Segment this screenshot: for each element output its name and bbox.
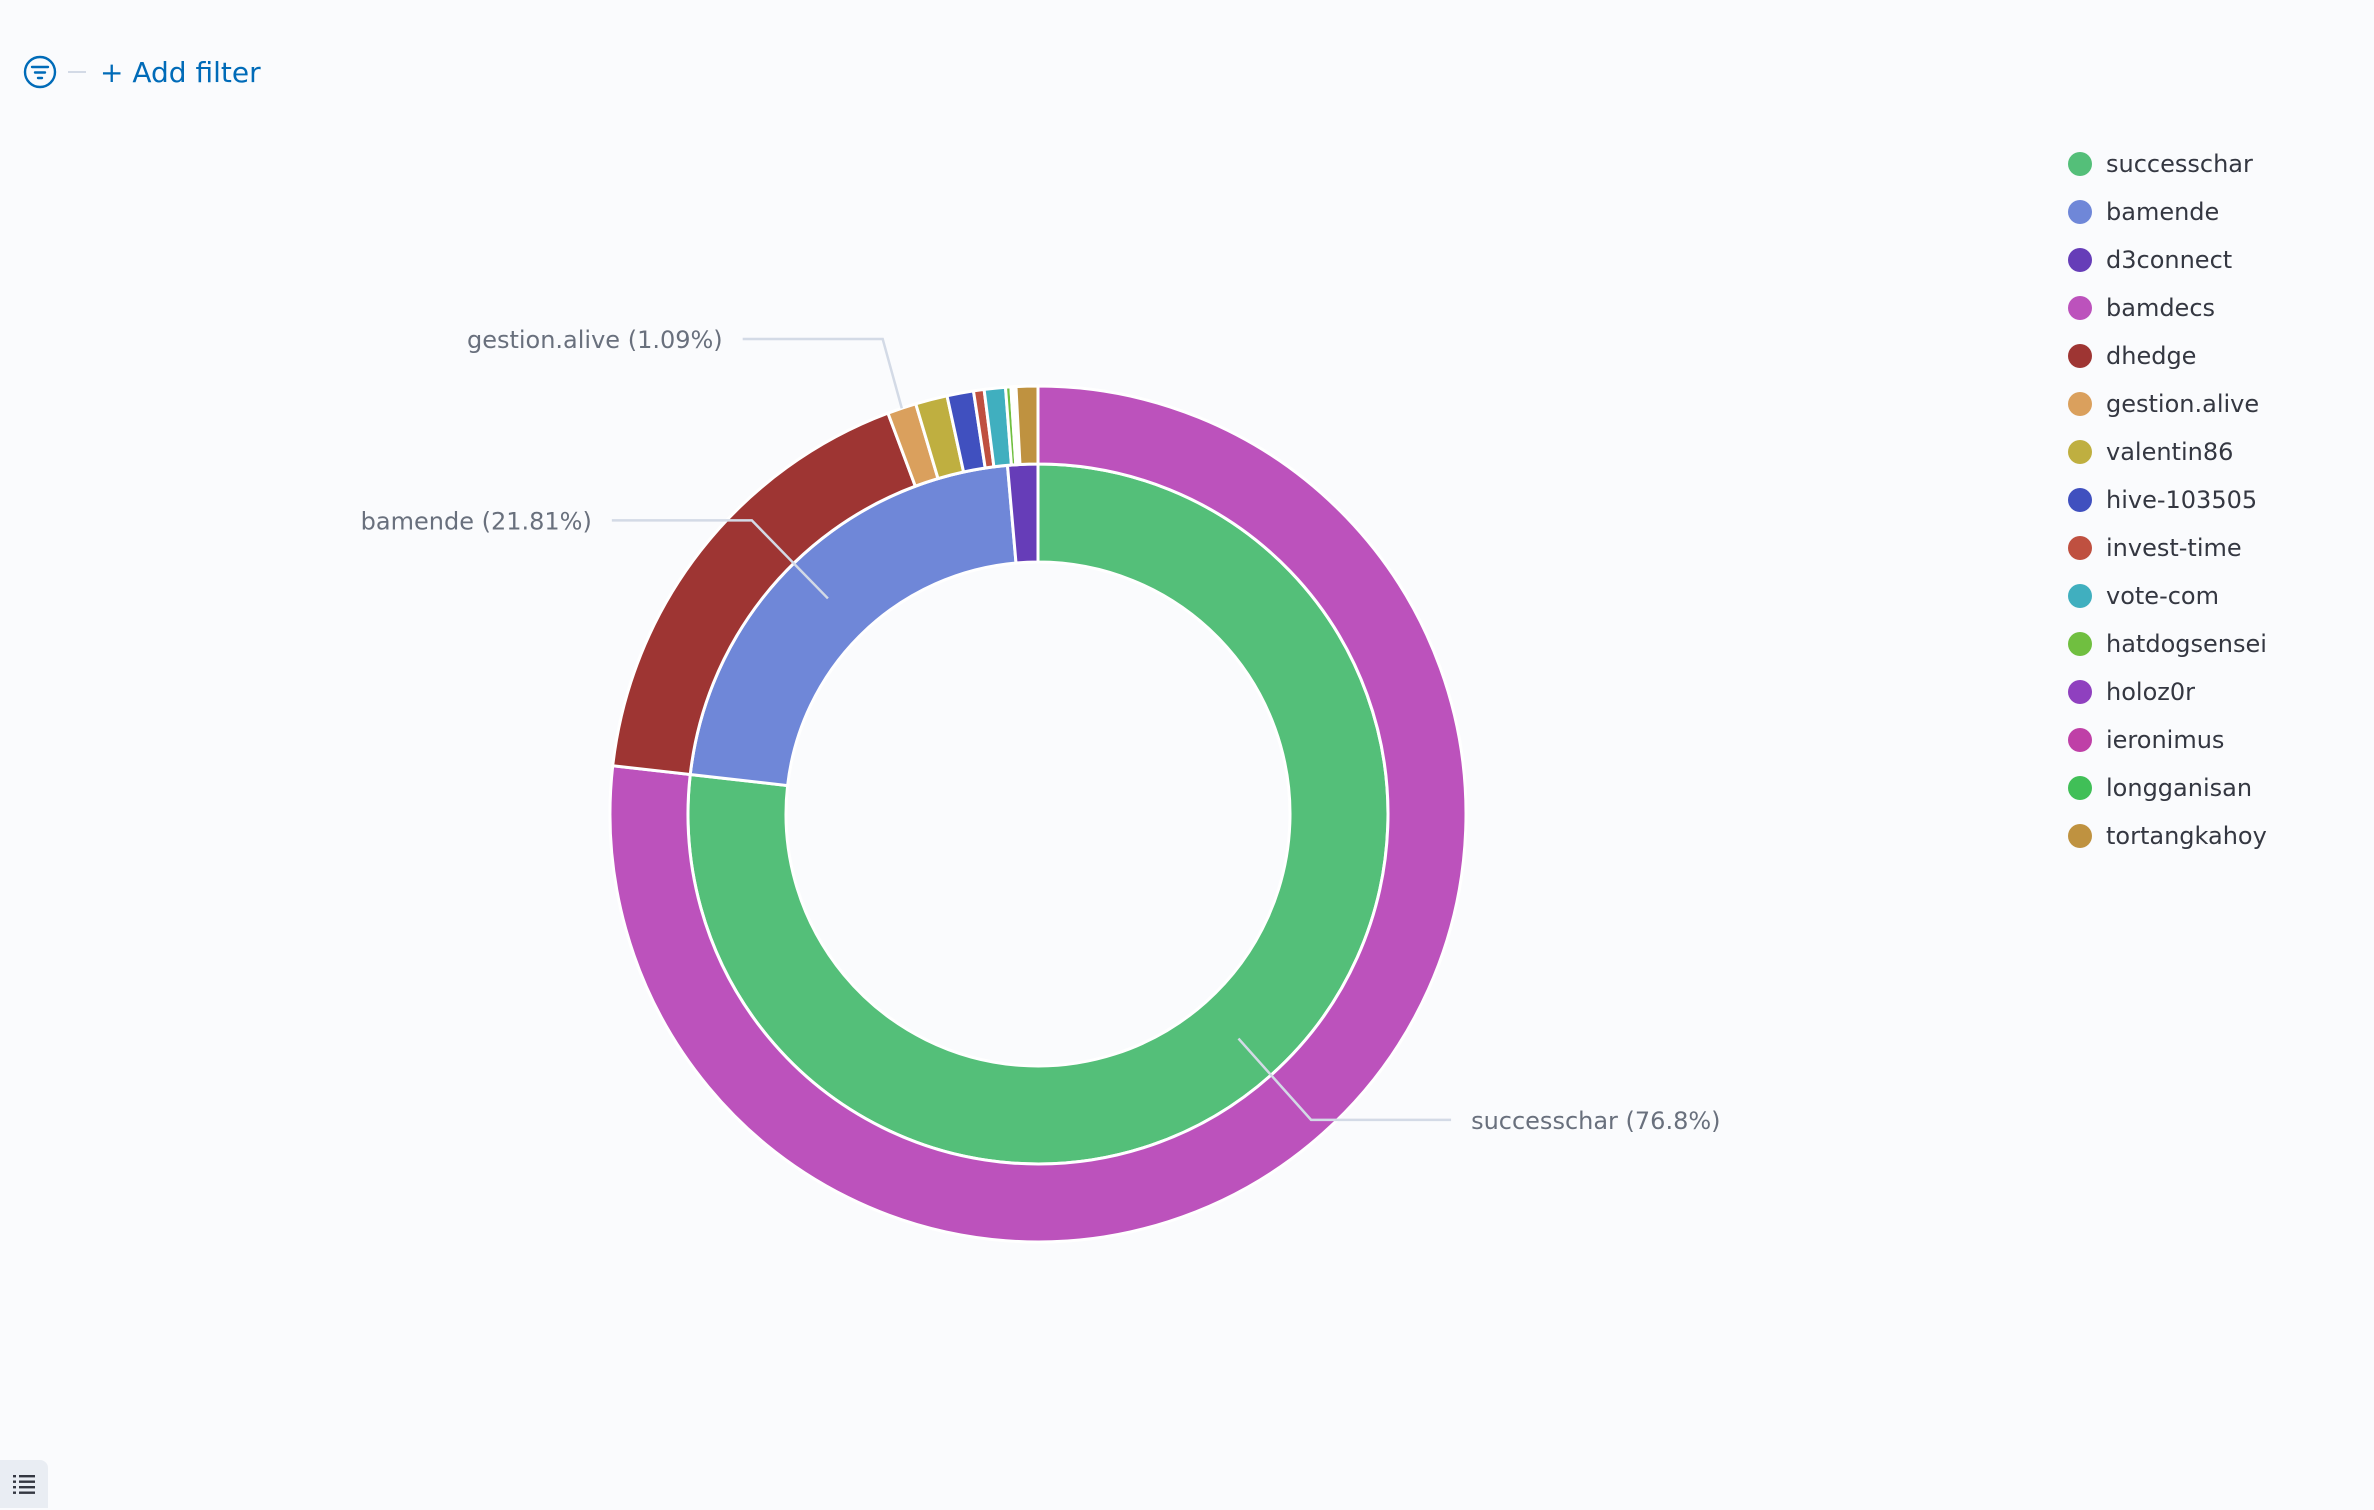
legend-label: longganisan [2106, 774, 2253, 802]
legend-label: invest-time [2106, 534, 2242, 562]
legend-swatch [2068, 152, 2092, 176]
filter-options-button[interactable] [20, 52, 60, 92]
legend-label: holoz0r [2106, 678, 2195, 706]
legend-swatch [2068, 200, 2092, 224]
legend-swatch [2068, 296, 2092, 320]
legend-label: gestion.alive [2106, 390, 2260, 418]
legend-label: bamende [2106, 198, 2220, 226]
legend-swatch [2068, 440, 2092, 464]
legend-label: d3connect [2106, 246, 2233, 274]
legend-label: dhedge [2106, 342, 2197, 370]
legend-swatch [2068, 536, 2092, 560]
legend-swatch [2068, 776, 2092, 800]
legend-swatch [2068, 248, 2092, 272]
legend-item[interactable]: holoz0r [2068, 668, 2368, 716]
donut-slice-outer[interactable] [608, 384, 1468, 1244]
callout-line [611, 519, 829, 600]
legend-label: valentin86 [2106, 438, 2234, 466]
legend-swatch [2068, 728, 2092, 752]
legend-item[interactable]: bamdecs [2068, 284, 2368, 332]
legend-swatch [2068, 392, 2092, 416]
legend-item[interactable]: ieronimus [2068, 716, 2368, 764]
legend-item[interactable]: longganisan [2068, 764, 2368, 812]
callout-label: successchar (76.8%) [1471, 1107, 1720, 1135]
filter-bar: + Add filter [20, 52, 261, 92]
legend-item[interactable]: tortangkahoy [2068, 812, 2368, 860]
add-filter-button[interactable]: + Add filter [100, 55, 261, 89]
callout-label: bamende (21.81%) [361, 507, 592, 535]
legend-label: bamdecs [2106, 294, 2216, 322]
callout-line [1237, 1037, 1452, 1122]
chart-legend: successchar bamende d3connect bamdecs dhedge… [2068, 140, 2368, 860]
legend-label: vote-com [2106, 582, 2219, 610]
legend-label: hatdogsensei [2106, 630, 2267, 658]
legend-swatch [2068, 680, 2092, 704]
legend-item[interactable]: invest-time [2068, 524, 2368, 572]
legend-swatch [2068, 344, 2092, 368]
callout-label: gestion.alive (1.09%) [467, 326, 723, 354]
legend-swatch [2068, 584, 2092, 608]
legend-item[interactable]: bamende [2068, 188, 2368, 236]
legend-label: successchar [2106, 150, 2253, 178]
legend-label: hive-103505 [2106, 486, 2258, 514]
legend-item[interactable]: d3connect [2068, 236, 2368, 284]
slices-group [608, 384, 1468, 1244]
legend-item[interactable]: successchar [2068, 140, 2368, 188]
callout-line [742, 337, 903, 409]
legend-item[interactable]: gestion.alive [2068, 380, 2368, 428]
legend-swatch [2068, 824, 2092, 848]
list-icon [13, 1475, 35, 1494]
legend-label: ieronimus [2106, 726, 2225, 754]
filter-separator [68, 71, 86, 73]
legend-toggle-button[interactable] [0, 1460, 48, 1508]
donut-slice-outer[interactable] [1014, 384, 1040, 467]
legend-item[interactable]: dhedge [2068, 332, 2368, 380]
legend-swatch [2068, 488, 2092, 512]
legend-label: tortangkahoy [2106, 822, 2267, 850]
legend-item[interactable]: vote-com [2068, 572, 2368, 620]
legend-item[interactable]: hive-103505 [2068, 476, 2368, 524]
callouts-group: gestion.alive (1.09%) bamende (21.81%) suc… [361, 326, 1721, 1135]
legend-item[interactable]: hatdogsensei [2068, 620, 2368, 668]
legend-swatch [2068, 632, 2092, 656]
filter-icon [23, 55, 57, 89]
legend-item[interactable]: valentin86 [2068, 428, 2368, 476]
